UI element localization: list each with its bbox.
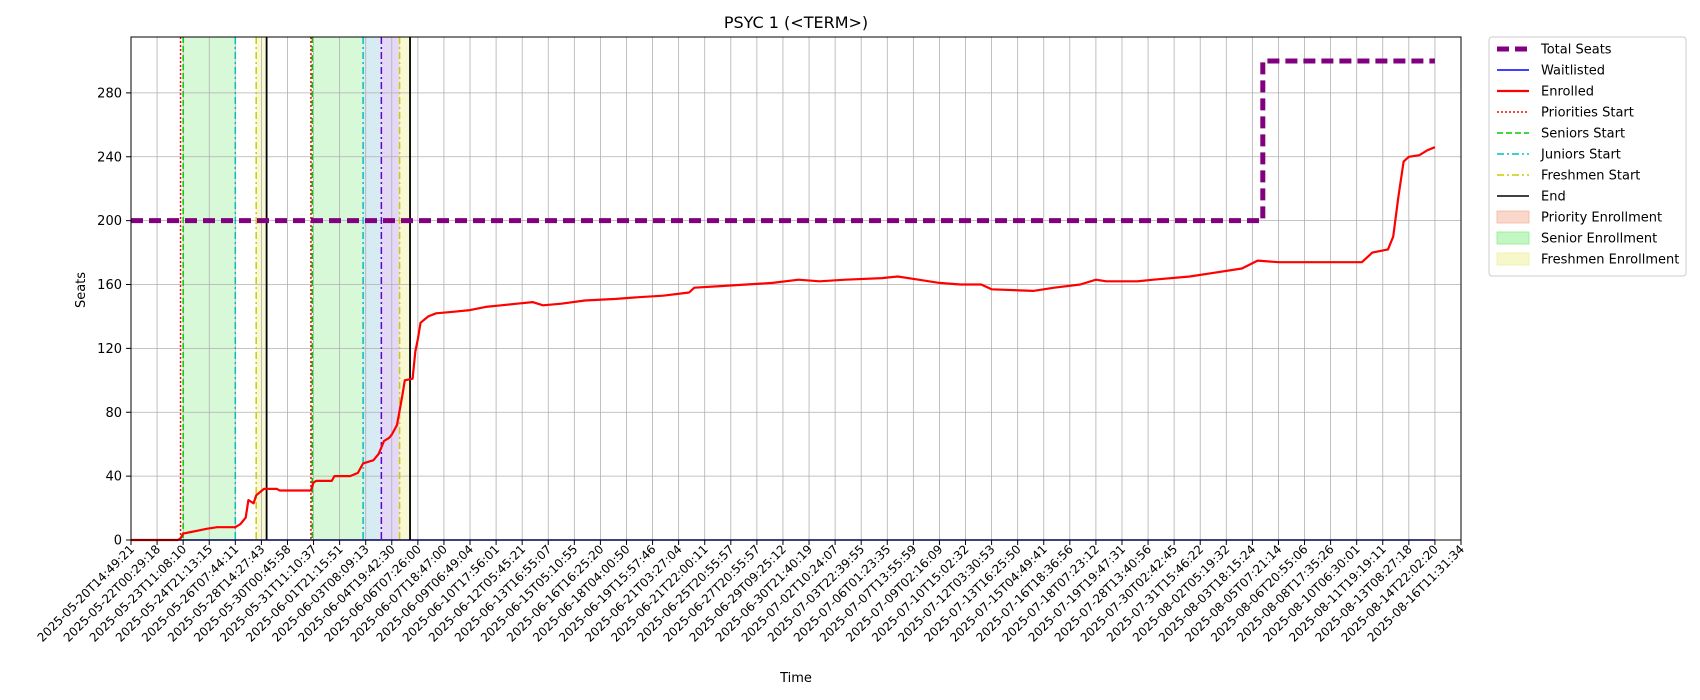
legend-label-seniors-start: Seniors Start [1541, 127, 1625, 142]
series-enrolled [131, 146, 1436, 542]
y-axis-label: Seats [74, 272, 89, 308]
y-tick-label: 0 [114, 534, 122, 549]
legend-label-end: End [1541, 190, 1566, 205]
y-tick-label: 120 [97, 342, 122, 357]
legend-label-total-seats: Total Seats [1540, 43, 1612, 58]
plot-frame [130, 36, 1462, 541]
shaded-region-5 [399, 37, 411, 540]
legend-label-waitlisted: Waitlisted [1541, 64, 1605, 79]
legend: Total Seats Waitlisted Enrolled Priorities … [1488, 36, 1687, 277]
x-axis-ticks: 2025-05-20T14:49:212025-05-22T00:29:1820… [35, 540, 1467, 645]
shaded-region-3 [381, 37, 400, 540]
legend-label-priority-enrollment: Priority Enrollment [1541, 211, 1662, 226]
legend-label-freshmen-enrollment: Freshmen Enrollment [1541, 253, 1679, 268]
legend-box [1488, 36, 1687, 277]
legend-label-senior-enrollment: Senior Enrollment [1541, 232, 1657, 247]
legend-label-freshmen-start: Freshmen Start [1541, 169, 1640, 184]
phase-lines [179, 37, 411, 540]
y-tick-label: 160 [97, 278, 122, 293]
shaded-region-1 [312, 37, 364, 540]
legend-label-priorities-start: Priorities Start [1541, 106, 1634, 121]
y-tick-label: 80 [105, 406, 122, 421]
y-tick-label: 280 [97, 86, 122, 101]
y-tick-label: 40 [105, 470, 122, 485]
shaded-regions [183, 37, 411, 540]
legend-swatch-priority-enrollment [1496, 210, 1530, 224]
y-axis-ticks: 0 40 80 120 160 200 240 280 [97, 86, 131, 549]
legend-swatch-senior-enrollment [1496, 231, 1530, 245]
x-axis-label: Time [779, 671, 812, 686]
shaded-region-2 [363, 37, 382, 540]
legend-swatch-freshmen-enrollment [1496, 252, 1530, 266]
y-tick-label: 240 [97, 150, 122, 165]
series-total-seats [131, 58, 1435, 224]
y-tick-label: 200 [97, 214, 122, 229]
chart-title: PSYC 1 (<TERM>) [724, 13, 868, 32]
legend-label-juniors-start: Juniors Start [1540, 148, 1621, 163]
legend-label-enrolled: Enrolled [1541, 85, 1594, 100]
